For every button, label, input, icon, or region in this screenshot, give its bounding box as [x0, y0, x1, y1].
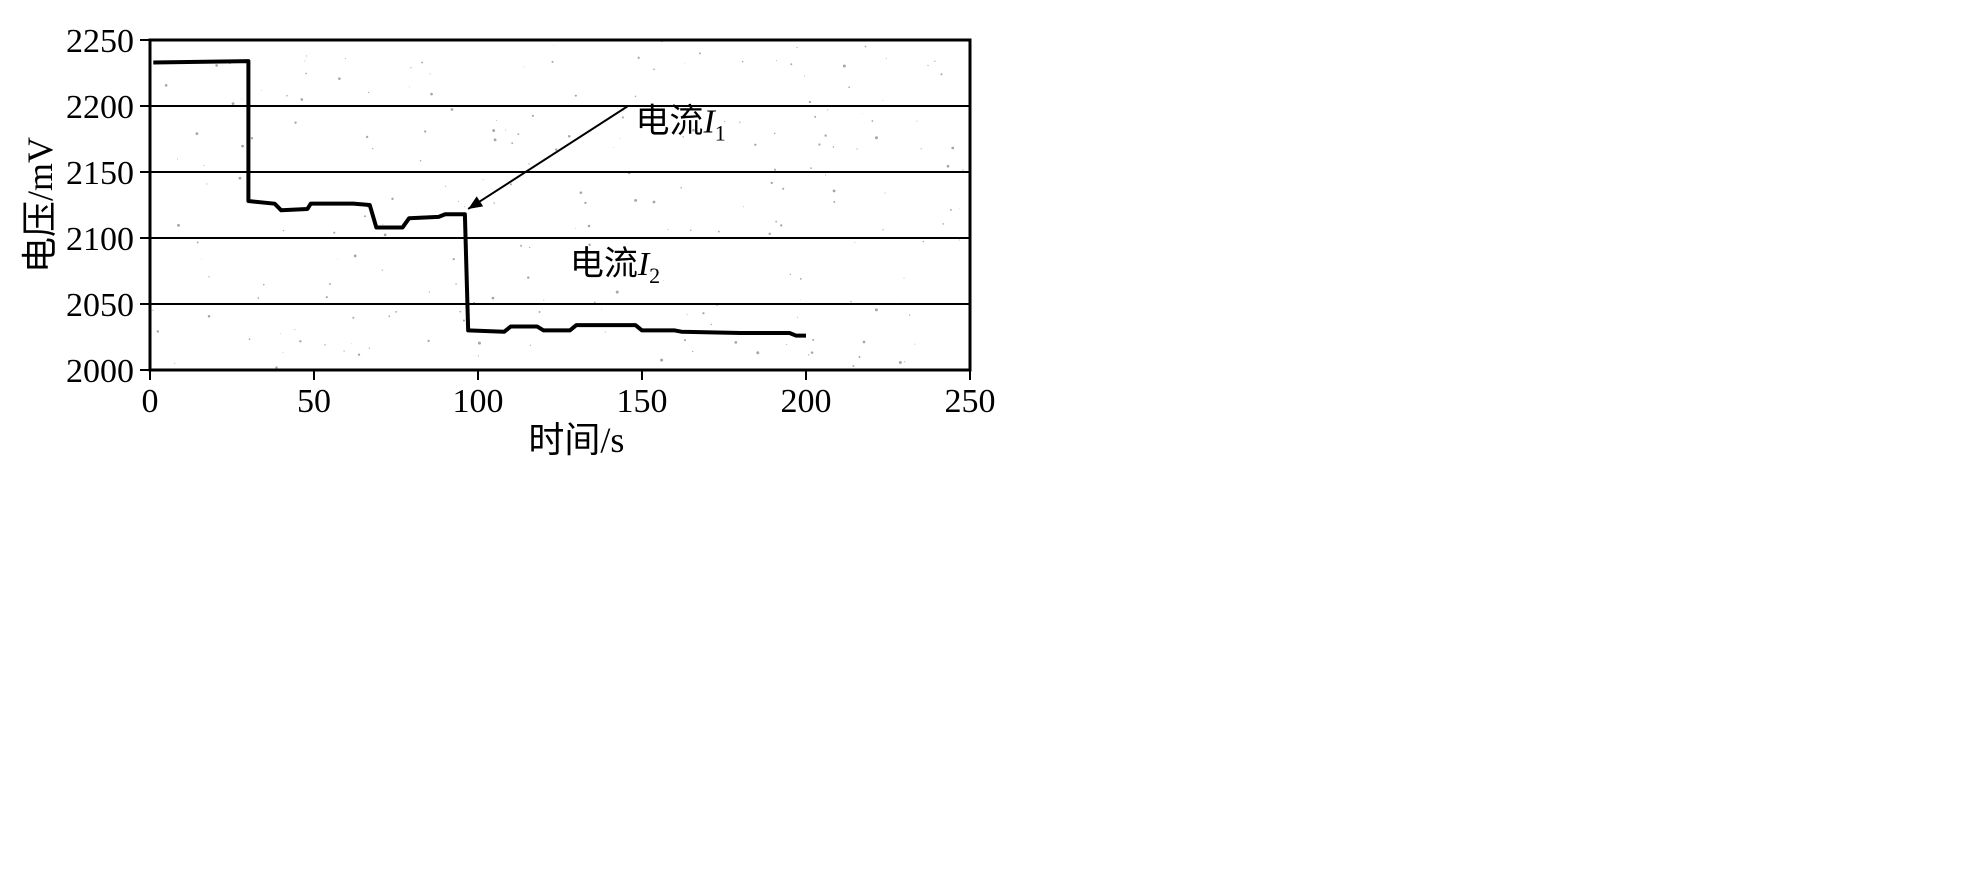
- annotation-i2: 电流I2: [570, 245, 660, 288]
- x-tick-label: 100: [453, 383, 504, 420]
- annotation-arrowhead-i1: [468, 196, 483, 209]
- voltage-time-chart: 0 50 100 150 200 250 2000 2050 2100 2150 2200 2250 时…: [20, 20, 1004, 458]
- y-tick-label: 2100: [66, 221, 134, 258]
- annotation-i1: 电流I1: [635, 102, 725, 145]
- x-tick-label: 250: [945, 383, 996, 420]
- x-tick-label: 150: [617, 383, 668, 420]
- x-axis-label: 时间/s: [528, 420, 624, 458]
- annotation-arrow-i1: [468, 106, 627, 209]
- x-tick-label: 0: [142, 383, 159, 420]
- y-tick-label: 2000: [66, 353, 134, 390]
- x-tick-label: 200: [781, 383, 832, 420]
- voltage-trace: [153, 61, 806, 336]
- x-tick-label: 50: [297, 383, 331, 420]
- y-tick-label: 2200: [66, 89, 134, 126]
- y-tick-label: 2150: [66, 155, 134, 192]
- y-tick-label: 2050: [66, 287, 134, 324]
- y-tick-label: 2250: [66, 23, 134, 60]
- y-axis-label: 电压/mV: [20, 137, 60, 273]
- chart-svg: 0 50 100 150 200 250 2000 2050 2100 2150 2200 2250 时…: [20, 20, 1004, 458]
